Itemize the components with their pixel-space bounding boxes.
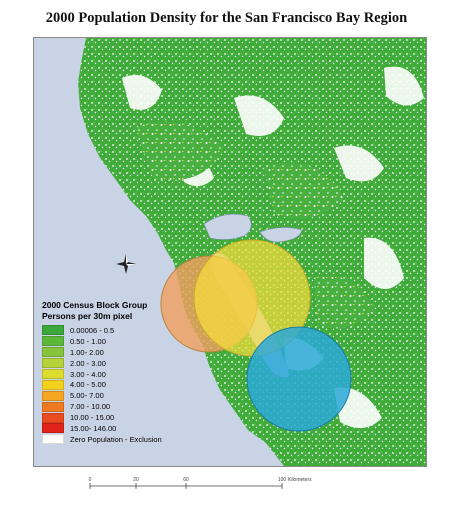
circle-blue bbox=[246, 326, 352, 432]
legend-item: Zero Population - Exclusion bbox=[42, 434, 192, 445]
bay-region-map bbox=[34, 38, 426, 466]
scale-label: 0 bbox=[89, 477, 92, 483]
scale-label: 20 bbox=[133, 477, 139, 483]
legend-swatch bbox=[42, 401, 64, 412]
legend-swatch bbox=[42, 336, 64, 347]
legend-label: 7.00 - 10.00 bbox=[70, 402, 111, 412]
legend-swatch bbox=[42, 434, 64, 445]
legend-swatch bbox=[42, 412, 64, 423]
legend-item: 3.00 - 4.00 bbox=[42, 369, 192, 380]
legend-swatch bbox=[42, 325, 64, 336]
legend-label: 5.00- 7.00 bbox=[70, 391, 104, 401]
legend-swatch bbox=[42, 423, 64, 434]
legend-swatch bbox=[42, 379, 64, 390]
legend-label: Zero Population - Exclusion bbox=[70, 434, 162, 444]
legend-item: 2.00 - 3.00 bbox=[42, 358, 192, 369]
legend-item: 0.50 - 1.00 bbox=[42, 336, 192, 347]
legend-swatch bbox=[42, 358, 64, 369]
legend-item: 0.00006 - 0.5 bbox=[42, 325, 192, 336]
map-title: 2000 Population Density for the San Fran… bbox=[45, 10, 408, 26]
legend-item: 15.00- 146.00 bbox=[42, 423, 192, 434]
legend-item: 5.00- 7.00 bbox=[42, 390, 192, 401]
legend-label: 0.00006 - 0.5 bbox=[70, 325, 115, 335]
scale-label: 100 bbox=[278, 477, 287, 483]
san-pablo-bay bbox=[203, 213, 252, 240]
legend-title: 2000 Census Block Group bbox=[42, 300, 148, 310]
north-arrow-compass-icon bbox=[116, 254, 136, 274]
legend-label: 2.00 - 3.00 bbox=[70, 358, 106, 368]
legend-label: 10.00 - 15.00 bbox=[70, 413, 115, 423]
legend-item: 1.00- 2.00 bbox=[42, 347, 192, 358]
map-frame: 2000 Census Block Group Persons per 30m … bbox=[33, 37, 427, 467]
scale-bar: 0 20 60 100 Kilometers bbox=[89, 477, 312, 489]
legend-label: 1.00- 2.00 bbox=[70, 347, 104, 357]
legend-label: 0.50 - 1.00 bbox=[70, 336, 106, 346]
legend-swatch bbox=[42, 369, 64, 379]
legend-item: 4.00 - 5.00 bbox=[42, 379, 192, 390]
legend-swatch bbox=[42, 347, 64, 358]
vegetation-patches bbox=[134, 121, 374, 329]
legend-label: 3.00 - 4.00 bbox=[70, 369, 106, 379]
scale-unit: Kilometers bbox=[288, 477, 312, 483]
legend-item: 7.00 - 10.00 bbox=[42, 401, 192, 412]
legend-swatch bbox=[42, 390, 64, 401]
legend-label: 4.00 - 5.00 bbox=[70, 380, 106, 390]
scale-label: 60 bbox=[183, 477, 189, 483]
legend-item: 10.00 - 15.00 bbox=[42, 412, 192, 423]
suisun-bay bbox=[259, 227, 303, 243]
legend-subtitle: Persons per 30m pixel bbox=[42, 311, 133, 321]
legend-label: 15.00- 146.00 bbox=[70, 423, 117, 433]
map-legend: 2000 Census Block Group Persons per 30m … bbox=[42, 300, 192, 445]
